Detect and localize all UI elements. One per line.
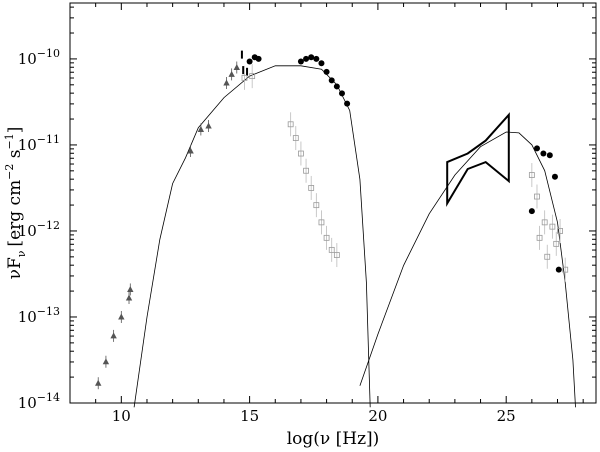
triangle-point [197, 125, 205, 132]
gamma-ray-bowtie [446, 112, 510, 208]
circle-point [528, 208, 535, 215]
model-curves [133, 65, 576, 408]
triangle-point [205, 122, 212, 129]
y-tick-base: 10 [18, 308, 37, 326]
circle-point [333, 83, 340, 90]
square-point [328, 246, 335, 253]
circle-point [313, 55, 320, 62]
y-tick-exponent: −13 [37, 305, 60, 318]
y-tick-base: 10 [18, 50, 37, 68]
y-axis-label-units: [erg cm [5, 180, 25, 247]
circle-point [555, 266, 562, 273]
x-axis-label: log(ν [Hz]) [287, 429, 380, 449]
y-axis-label-exp2: −1 [3, 133, 16, 149]
y-axis-label-exp1: −2 [3, 164, 16, 180]
triangle-point [125, 294, 133, 301]
square-point [292, 135, 299, 141]
square-point [308, 185, 315, 191]
circle-point [533, 145, 540, 152]
square-point [536, 234, 543, 241]
circle-point [338, 90, 345, 97]
square-point [333, 252, 340, 258]
y-tick-label: 10−13 [18, 305, 60, 326]
x-tick-label: 15 [240, 407, 259, 425]
square-point [528, 172, 535, 178]
y-tick-label: 10−14 [18, 391, 60, 412]
triangle-point [102, 358, 110, 365]
triangle-point [233, 64, 240, 71]
data-points [95, 50, 569, 390]
y-axis-label: νFν [erg cm−2 s−1] [3, 127, 28, 280]
square-point [557, 228, 563, 234]
y-tick-label: 10−12 [18, 219, 60, 240]
circle-point [540, 150, 547, 157]
circle-point [328, 77, 335, 84]
y-tick-base: 10 [18, 222, 37, 240]
circle-point [323, 68, 330, 75]
square-point [249, 73, 256, 80]
y-axis-label-end: ] [5, 127, 25, 134]
circle-point [344, 100, 351, 107]
y-tick-exponent: −12 [37, 219, 60, 232]
circle-point [297, 58, 304, 65]
square-point [323, 234, 330, 241]
y-axis-label-sub: ν [15, 250, 28, 257]
circle-point [546, 152, 553, 159]
triangle-point [223, 79, 230, 86]
circle-point [551, 173, 558, 180]
square-point [318, 219, 325, 226]
square-point [298, 150, 304, 157]
square-point [541, 219, 548, 226]
model-curve-2 [359, 131, 576, 408]
circle-point [308, 54, 315, 61]
plot-frame [69, 2, 597, 404]
circle-point [318, 60, 325, 67]
bowtie-outline [446, 112, 510, 208]
square-point [549, 223, 556, 230]
square-point [544, 253, 551, 260]
circle-point [255, 55, 262, 62]
y-tick-exponent: −10 [37, 47, 60, 60]
y-tick-exponent: −11 [37, 133, 60, 146]
square-point [241, 74, 248, 81]
square-point [534, 193, 540, 200]
y-tick-base: 10 [18, 136, 37, 154]
y-axis-label-main: νF [5, 257, 25, 279]
square-point [287, 121, 294, 128]
x-tick-label: 20 [368, 407, 387, 425]
triangle-point [95, 379, 102, 386]
square-point [553, 240, 560, 247]
y-tick-label: 10−10 [18, 47, 60, 68]
x-axis: 10 15 20 25 [69, 3, 584, 425]
square-point [303, 167, 309, 174]
square-point [313, 202, 320, 209]
triangle-point [228, 70, 235, 77]
circle-point [246, 58, 253, 65]
y-tick-base: 10 [18, 394, 37, 412]
y-axis-label-mid: s [5, 149, 25, 163]
y-tick-label: 10−11 [18, 133, 60, 154]
triangle-point [127, 285, 134, 292]
square-point [562, 266, 569, 273]
y-tick-exponent: −14 [37, 391, 60, 404]
triangle-point [110, 332, 117, 339]
circle-point [303, 55, 310, 62]
triangle-point [118, 313, 125, 320]
triangle-point [187, 147, 194, 154]
x-tick-label: 10 [112, 407, 131, 425]
model-curve-1 [133, 65, 371, 408]
x-tick-label: 25 [497, 407, 516, 425]
